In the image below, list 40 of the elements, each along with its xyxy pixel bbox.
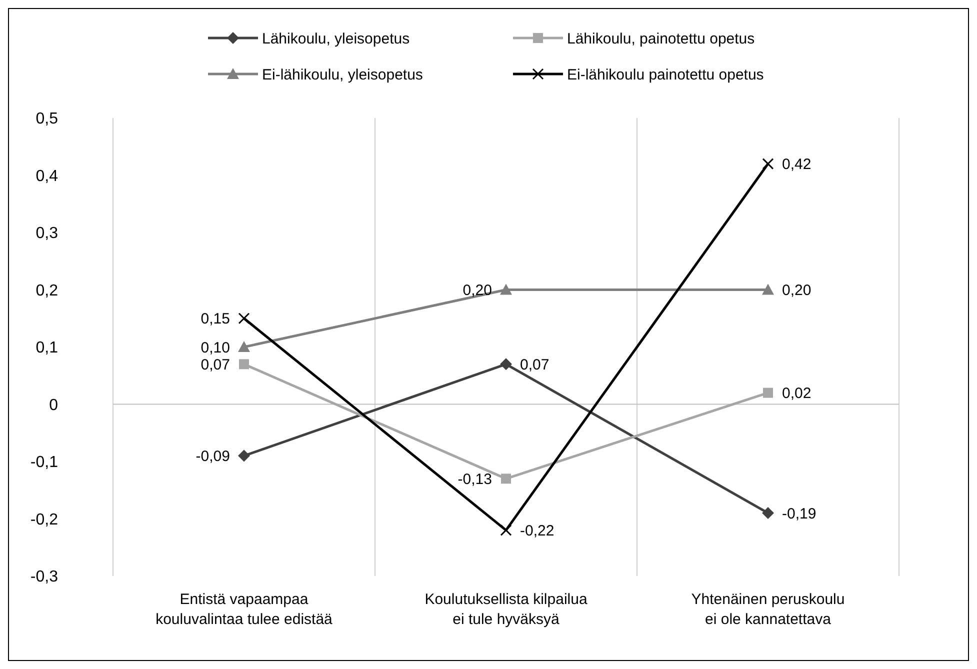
y-tick-label: -0,3 <box>30 568 58 586</box>
data-label: -0,13 <box>458 470 492 488</box>
data-label: 0,20 <box>782 282 812 299</box>
y-tick-label: 0 <box>49 396 58 414</box>
point <box>762 284 774 295</box>
legend-label: Lähikoulu, yleisopetus <box>262 30 410 48</box>
y-tick-label: 0,4 <box>36 168 58 185</box>
data-label: 0,07 <box>520 356 550 374</box>
point <box>238 450 250 462</box>
data-label: 0,20 <box>462 282 492 299</box>
point <box>763 388 773 398</box>
x-tick-label: Yhtenäinen peruskoulu ei ole kannatettava <box>691 591 845 628</box>
point <box>500 358 512 370</box>
point <box>500 524 512 536</box>
data-label: -0,19 <box>782 505 816 522</box>
point <box>238 312 250 324</box>
y-tick-label: 0,1 <box>36 340 58 357</box>
data-label: 0,02 <box>782 385 812 402</box>
legend-label: Ei-lähikoulu, yleisopetus <box>262 66 423 84</box>
y-tick-label: 0,2 <box>36 282 58 300</box>
y-tick-label: -0,1 <box>30 454 58 472</box>
y-tick-label: 0,3 <box>36 225 58 242</box>
data-label: 0,07 <box>200 356 230 374</box>
point <box>501 474 511 484</box>
data-label: 0,15 <box>200 310 230 328</box>
point <box>238 341 250 352</box>
point <box>239 359 249 370</box>
y-tick-label: -0,2 <box>30 511 58 528</box>
point <box>762 507 774 520</box>
x-tick-label: Entistä vapaampaa kouluvalintaa tulee edistää <box>156 591 334 628</box>
data-label: -0,22 <box>520 522 554 540</box>
legend-label: Ei-lähikoulu painotettu opetus <box>567 66 764 84</box>
data-label: 0,42 <box>782 156 812 174</box>
y-tick-label: 0,5 <box>36 110 58 128</box>
legend-label: Lähikoulu, painotettu opetus <box>567 30 755 48</box>
data-label: -0,09 <box>196 448 230 466</box>
x-tick-label: Koulutuksellista kilpailua ei tule hyväksyä <box>424 591 588 628</box>
point <box>500 284 512 295</box>
point <box>762 158 774 170</box>
data-label: 0,10 <box>200 339 230 356</box>
